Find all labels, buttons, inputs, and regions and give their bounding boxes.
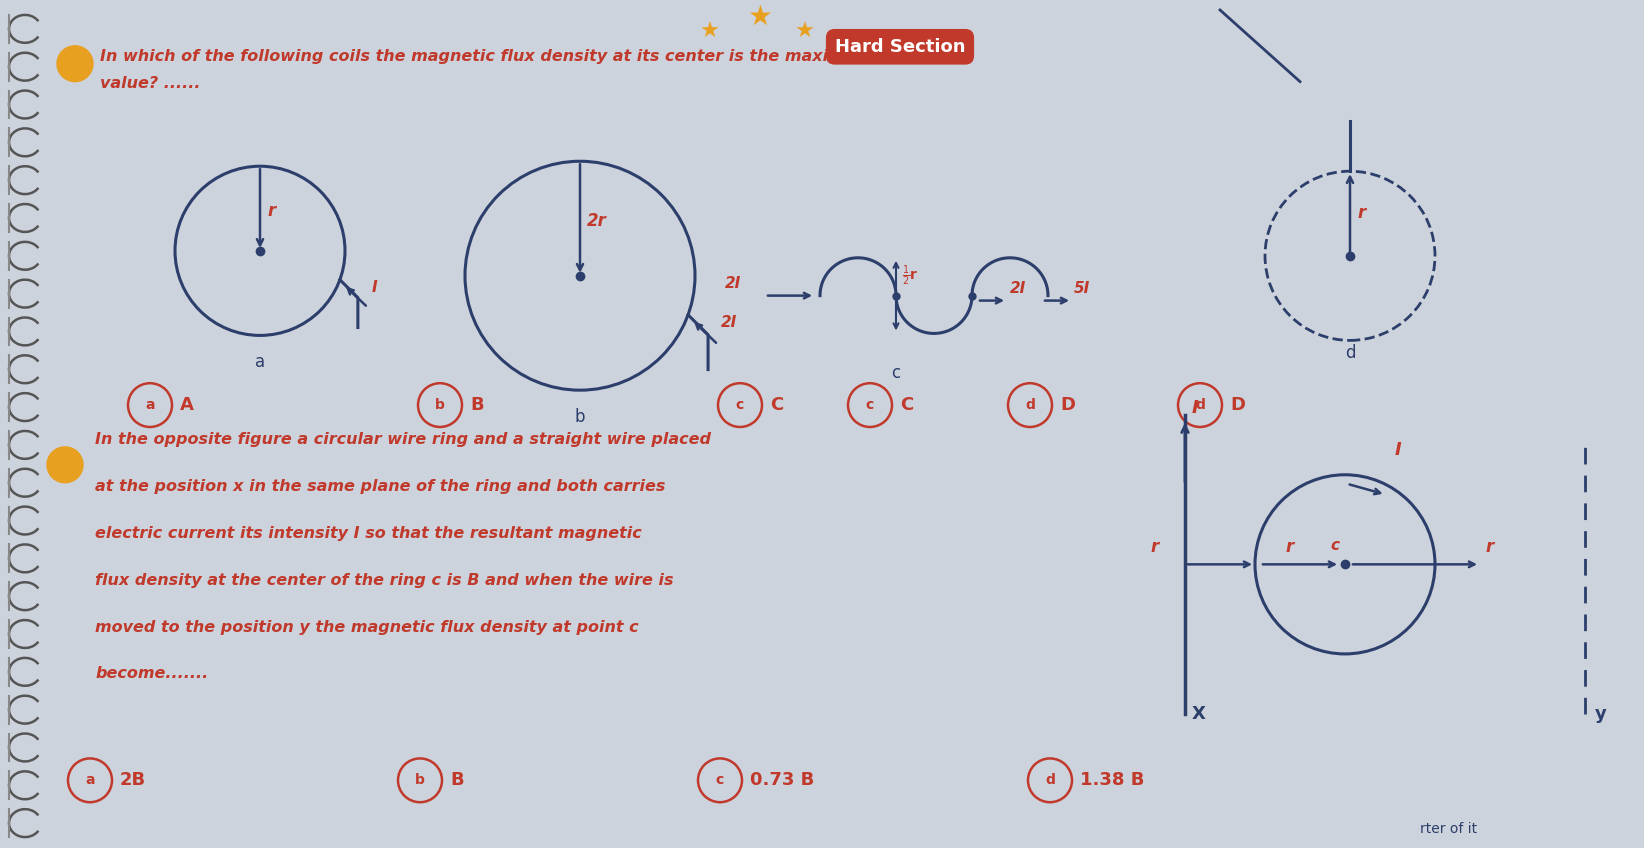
Text: 0.73 B: 0.73 B	[750, 772, 814, 789]
Text: 2B: 2B	[120, 772, 146, 789]
Text: r: r	[1485, 538, 1493, 556]
Text: ★: ★	[748, 3, 773, 31]
Circle shape	[58, 46, 94, 81]
Text: d: d	[1195, 398, 1205, 412]
Text: A: A	[179, 396, 194, 414]
Text: ★: ★	[796, 22, 815, 42]
Text: 2I: 2I	[725, 276, 741, 291]
Text: c: c	[891, 365, 901, 382]
Text: 1.38 B: 1.38 B	[1080, 772, 1144, 789]
Text: d: d	[1026, 398, 1036, 412]
Text: I: I	[372, 280, 378, 295]
Text: C: C	[769, 396, 783, 414]
Text: D: D	[1230, 396, 1245, 414]
Text: 2r: 2r	[587, 212, 607, 230]
Text: b: b	[414, 773, 424, 787]
Text: D: D	[1060, 396, 1075, 414]
Text: I: I	[1192, 399, 1198, 417]
Text: In which of the following coils the magnetic flux density at its center is the m: In which of the following coils the magn…	[100, 49, 873, 64]
Text: at the position x in the same plane of the ring and both carries: at the position x in the same plane of t…	[95, 479, 666, 494]
Text: rter of it: rter of it	[1420, 822, 1476, 836]
Text: d: d	[1345, 344, 1355, 362]
Text: Hard Section: Hard Section	[835, 38, 965, 56]
Text: 2I: 2I	[1009, 281, 1026, 296]
Text: r: r	[1151, 538, 1159, 556]
Text: B: B	[450, 772, 464, 789]
Text: C: C	[899, 396, 914, 414]
Text: electric current its intensity I so that the resultant magnetic: electric current its intensity I so that…	[95, 526, 641, 541]
Text: 5I: 5I	[1074, 281, 1090, 296]
Text: a: a	[85, 773, 95, 787]
Text: b: b	[575, 408, 585, 426]
Text: c: c	[715, 773, 723, 787]
Text: $\frac{1}{2}$r: $\frac{1}{2}$r	[903, 264, 919, 288]
Text: d: d	[1046, 773, 1055, 787]
Text: value? ......: value? ......	[100, 76, 201, 91]
Text: c: c	[1330, 538, 1338, 554]
Text: In the opposite figure a circular wire ring and a straight wire placed: In the opposite figure a circular wire r…	[95, 432, 710, 448]
Text: flux density at the center of the ring c is B and when the wire is: flux density at the center of the ring c…	[95, 572, 674, 588]
Text: r: r	[1356, 204, 1365, 222]
Text: a: a	[255, 354, 265, 371]
Text: r: r	[1286, 538, 1294, 556]
Text: ★: ★	[700, 22, 720, 42]
Text: moved to the position y the magnetic flux density at point c: moved to the position y the magnetic flu…	[95, 620, 638, 634]
Text: y: y	[1595, 705, 1606, 722]
Text: B: B	[470, 396, 483, 414]
Text: I: I	[1396, 441, 1402, 459]
Text: c: c	[737, 398, 745, 412]
Text: c: c	[866, 398, 875, 412]
Text: a: a	[145, 398, 155, 412]
Text: become.......: become.......	[95, 667, 209, 681]
Text: b: b	[436, 398, 446, 412]
Text: X: X	[1192, 705, 1207, 722]
Text: 2I: 2I	[722, 315, 737, 330]
Circle shape	[48, 447, 82, 483]
Text: r: r	[266, 202, 275, 220]
Text: ●: ●	[71, 59, 81, 69]
